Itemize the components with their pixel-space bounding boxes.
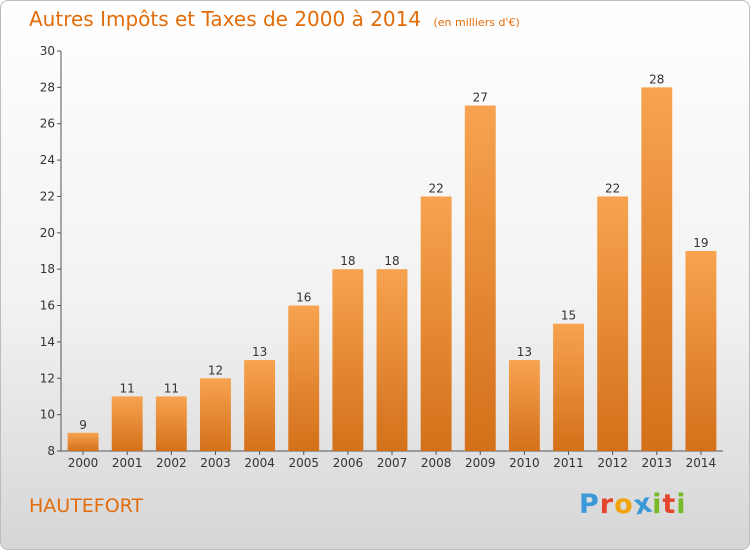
bar-2010 — [508, 360, 540, 451]
bar-2007 — [376, 269, 408, 451]
bar-value-label: 27 — [473, 91, 488, 105]
y-tick-label: 26 — [40, 117, 55, 131]
chart-title-text: Autres Impôts et Taxes de 2000 à 2014 — [29, 7, 422, 31]
bar-value-label: 18 — [340, 254, 355, 268]
x-tick-label: 2002 — [156, 456, 187, 470]
bar-2006 — [332, 269, 364, 451]
bar-2014 — [685, 251, 717, 451]
x-tick-label: 2004 — [244, 456, 275, 470]
bar-value-label: 12 — [208, 363, 223, 377]
bar-value-label: 13 — [252, 345, 267, 359]
chart-title: Autres Impôts et Taxes de 2000 à 2014 (e… — [29, 7, 520, 31]
logo-letter: t — [662, 489, 677, 520]
bar-value-label: 9 — [79, 418, 87, 432]
x-tick-label: 2008 — [421, 456, 452, 470]
y-tick-label: 28 — [40, 80, 55, 94]
bar-value-label: 13 — [517, 345, 532, 359]
bar-2002 — [155, 396, 187, 451]
logo-letter: P — [579, 489, 600, 520]
bar-value-label: 16 — [296, 291, 311, 305]
bar-2011 — [553, 323, 584, 451]
x-tick-label: 2012 — [597, 456, 628, 470]
bar-2013 — [641, 87, 673, 451]
bar-2003 — [200, 378, 231, 451]
x-tick-label: 2007 — [377, 456, 408, 470]
x-tick-label: 2013 — [642, 456, 673, 470]
y-tick-label: 24 — [40, 153, 55, 167]
x-tick-label: 2000 — [68, 456, 99, 470]
bar-2001 — [111, 396, 143, 451]
x-tick-label: 2011 — [553, 456, 584, 470]
y-tick-label: 12 — [40, 371, 55, 385]
bar-2009 — [464, 105, 496, 451]
x-tick-label: 2005 — [288, 456, 319, 470]
y-tick-label: 10 — [40, 408, 55, 422]
bar-2005 — [288, 305, 320, 451]
y-tick-label: 14 — [40, 335, 55, 349]
bar-value-label: 15 — [561, 309, 576, 323]
y-tick-label: 8 — [47, 444, 55, 458]
x-tick-label: 2001 — [112, 456, 143, 470]
logo-letter: i — [676, 489, 687, 520]
logo-letter: i — [652, 489, 663, 520]
proxiti-logo[interactable]: Proxiti — [579, 487, 687, 521]
city-name: HAUTEFORT — [29, 495, 144, 517]
y-tick-label: 16 — [40, 299, 55, 313]
x-tick-label: 2003 — [200, 456, 231, 470]
bar-2000 — [67, 432, 99, 451]
x-tick-label: 2006 — [333, 456, 364, 470]
bar-value-label: 11 — [164, 381, 179, 395]
bar-value-label: 19 — [693, 236, 708, 250]
x-tick-label: 2009 — [465, 456, 496, 470]
x-tick-label: 2014 — [686, 456, 717, 470]
chart-subtitle: (en milliers d'€) — [433, 16, 520, 29]
y-tick-label: 22 — [40, 189, 55, 203]
bar-value-label: 11 — [120, 381, 135, 395]
bar-value-label: 28 — [649, 72, 664, 86]
y-tick-label: 20 — [40, 226, 55, 240]
logo-letter: r — [599, 489, 615, 520]
y-tick-label: 30 — [40, 44, 55, 58]
logo-letter: o — [614, 489, 634, 520]
bar-value-label: 18 — [384, 254, 399, 268]
bar-2008 — [420, 196, 452, 451]
y-tick-label: 18 — [40, 262, 55, 276]
bar-value-label: 22 — [428, 181, 443, 195]
bar-2012 — [597, 196, 629, 451]
bar-2004 — [244, 360, 276, 451]
bar-value-label: 22 — [605, 181, 620, 195]
x-tick-label: 2010 — [509, 456, 540, 470]
